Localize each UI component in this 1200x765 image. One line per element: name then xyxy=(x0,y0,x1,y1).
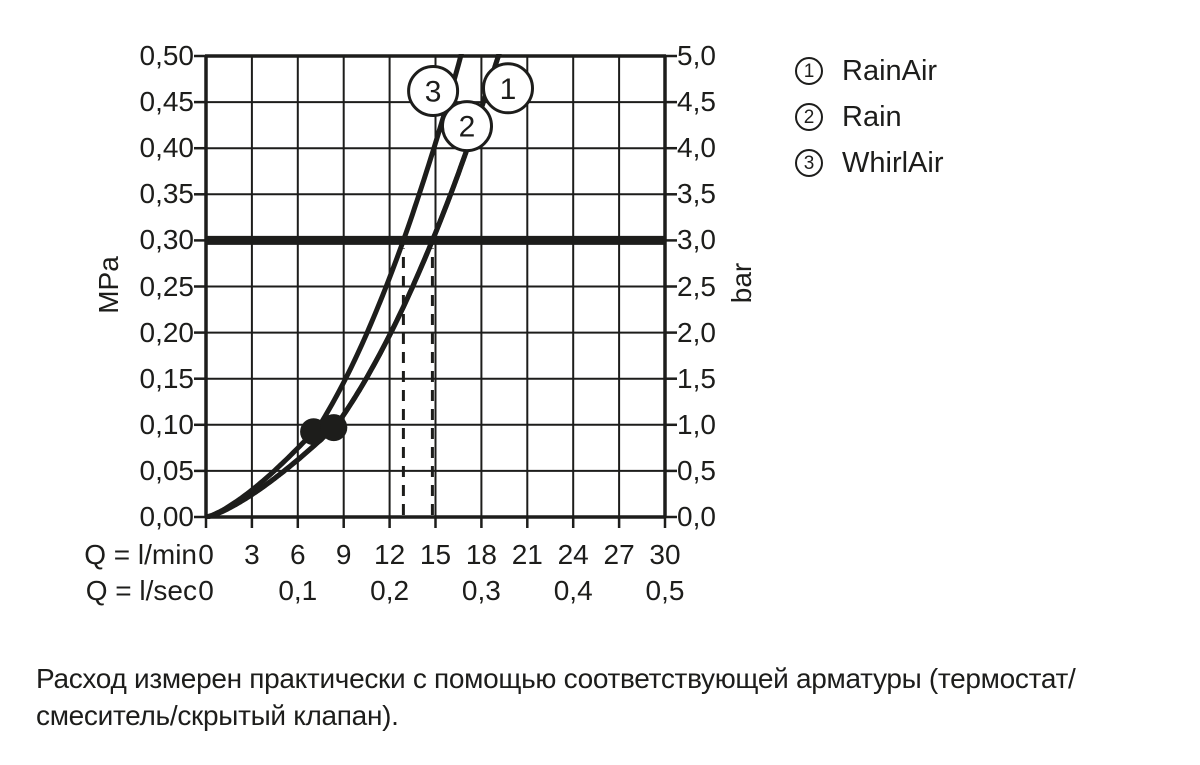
legend-item-whirlair: 3 WhirlAir xyxy=(795,140,944,186)
svg-text:1: 1 xyxy=(500,73,517,106)
curve-number-badge-1: 1 xyxy=(482,62,534,115)
flow-dot xyxy=(300,418,328,446)
legend-number-badge: 1 xyxy=(795,57,823,85)
legend-label: RainAir xyxy=(842,55,938,87)
x-axis-unit-lsec: Q = l/sec xyxy=(85,575,197,606)
legend-label: WhirlAir xyxy=(842,147,944,179)
curve-rain xyxy=(205,54,502,519)
caption-line-1: Расход измерен практически с помощью соо… xyxy=(36,663,1076,694)
legend-number-badge: 3 xyxy=(795,149,823,177)
legend-label: Rain xyxy=(842,101,902,133)
caption-line-2: смеситель/скрытый клапан). xyxy=(36,700,399,731)
y-axis-unit-mpa: MPa xyxy=(93,256,124,314)
svg-text:3: 3 xyxy=(425,76,442,109)
legend-number-badge: 2 xyxy=(795,103,823,131)
legend-item-rain: 2 Rain xyxy=(795,94,944,140)
curve-number-badge-3: 3 xyxy=(407,65,460,117)
curve-whirlair xyxy=(205,54,464,519)
x-axis-unit-lmin: Q = l/min xyxy=(84,539,197,570)
flow-dot xyxy=(320,414,348,442)
curve-number-badge-2: 2 xyxy=(441,100,493,153)
svg-text:2: 2 xyxy=(459,111,476,144)
caption: Расход измерен практически с помощью соо… xyxy=(36,660,1176,734)
legend-item-rainair: 1 RainAir xyxy=(795,48,944,94)
legend: 1 RainAir 2 Rain 3 WhirlAir xyxy=(795,48,944,186)
y-axis-unit-bar: bar xyxy=(726,262,757,304)
